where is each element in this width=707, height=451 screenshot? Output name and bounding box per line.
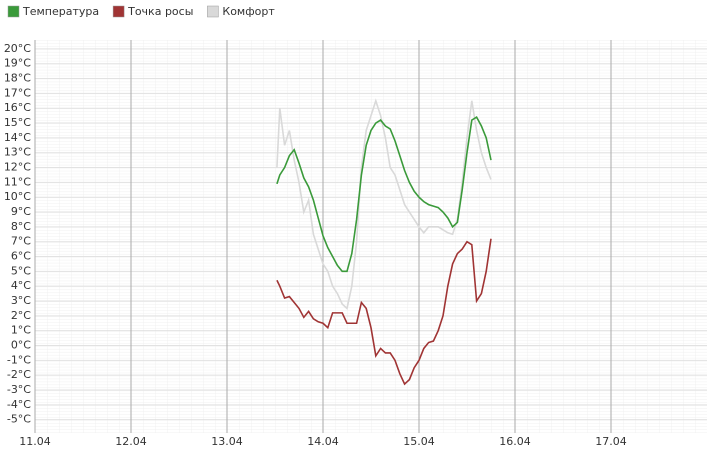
y-tick-label: -5°C [7,413,31,426]
y-tick-label: 11°C [4,175,31,188]
lines [276,98,492,386]
y-tick-label: 9°C [11,205,31,218]
x-tick-label: 11.04 [19,435,51,448]
y-tick-label: 2°C [11,309,31,322]
x-tick-label: 14.04 [307,435,339,448]
x-tick-label: 13.04 [211,435,243,448]
y-tick-label: 4°C [11,279,31,292]
y-tick-label: 10°C [4,190,31,203]
y-tick-label: 16°C [4,101,31,114]
y-tick-label: 8°C [11,220,31,233]
legend-swatch [7,5,20,18]
legend-label: Точка росы [127,5,193,18]
grid: 20°C 19°C 18°C17°C 16°C 15°C 14°C 13°C 12°C11°C… [4,40,707,448]
x-tick-label: 16.04 [499,435,531,448]
legend: Температура Точка росы Комфорт [7,5,275,18]
legend-label: Температура [22,5,99,18]
y-tick-label: 14°C [4,131,31,144]
x-tick-label: 17.04 [595,435,627,448]
y-tick-label: 15°C [4,116,31,129]
y-tick-label: -1°C [7,353,31,366]
y-tick-label: -4°C [7,398,31,411]
x-tick-label: 12.04 [115,435,147,448]
y-tick-label: 19°C [4,57,31,70]
y-tick-label: 3°C [11,294,31,307]
series-line [276,238,492,386]
x-tick-label: 15.04 [403,435,435,448]
y-tick-label: 1°C [11,324,31,337]
y-tick-label: 7°C [11,235,31,248]
y-tick-label: 17°C [4,86,31,99]
y-tick-label: 0°C [11,339,31,352]
y-tick-label: -3°C [7,383,31,396]
y-tick-label: 20°C [4,42,31,55]
y-tick-label: 18°C [4,72,31,85]
series-line [276,98,492,310]
y-tick-label: 12°C [4,161,31,174]
legend-swatch [112,5,125,18]
y-tick-label: 13°C [4,146,31,159]
y-tick-label: 6°C [11,250,31,263]
legend-swatch [207,5,219,18]
series-line [276,115,492,273]
minor-grid [35,40,707,433]
y-tick-label: -2°C [7,368,31,381]
legend-label: Комфорт [222,5,275,18]
y-tick-label: 5°C [11,264,31,277]
